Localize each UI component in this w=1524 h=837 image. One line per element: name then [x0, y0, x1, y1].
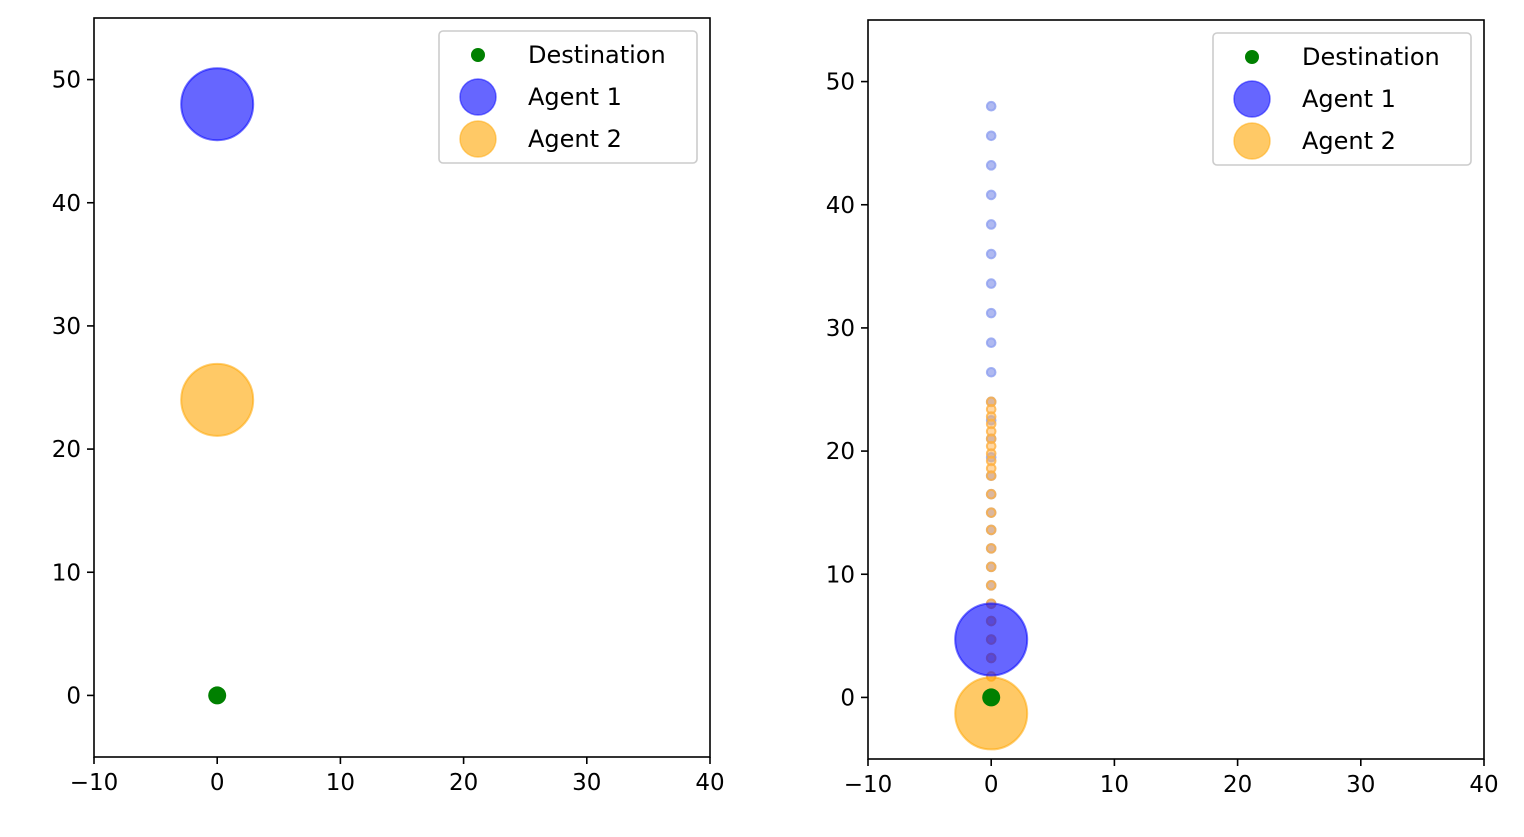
x-tick-label: −10: [70, 770, 119, 796]
legend-marker-agent-1: [459, 78, 497, 116]
legend-label: Agent 1: [1302, 85, 1396, 113]
destination-marker: [208, 686, 227, 705]
legend-label: Destination: [1302, 43, 1440, 71]
trail-point-2: [985, 470, 997, 482]
x-tick-label: 40: [1469, 772, 1498, 798]
y-tick-label: 20: [826, 439, 855, 465]
x-tick-label: −10: [844, 772, 893, 798]
legend-label: Agent 2: [528, 125, 622, 153]
trail-point-1: [985, 219, 997, 230]
y-tick-label: 0: [840, 685, 855, 711]
trail-point-2: [985, 561, 997, 573]
trail-point-1: [985, 189, 997, 201]
x-tick-label: 30: [1346, 772, 1375, 798]
agent-1-marker: [180, 67, 255, 142]
chart-left: −10 0 10 20 30 40 0 10 20 30 40 50 Destination Agent …: [52, 17, 725, 796]
destination-marker: [982, 688, 1001, 707]
y-tick-label: 10: [826, 562, 855, 588]
agent-2-marker: [180, 362, 255, 437]
x-tick-label: 10: [326, 770, 355, 796]
agent-1-marker: [954, 602, 1029, 677]
legend-label: Destination: [528, 41, 666, 69]
trail-point-2: [985, 580, 997, 591]
trail-point-2: [985, 524, 997, 536]
trail-point-1: [985, 278, 997, 289]
y-tick-label: 50: [826, 70, 855, 96]
trail-point-1: [985, 307, 997, 319]
legend-marker-agent-2: [459, 120, 497, 158]
x-tick-label: 0: [210, 770, 225, 796]
trail-point-1: [985, 160, 997, 171]
x-tick-label: 20: [449, 770, 478, 796]
trail-point-2: [985, 507, 997, 518]
trail-point-1: [985, 130, 997, 142]
y-tick-label: 40: [826, 193, 855, 219]
legend-box: [1212, 32, 1472, 166]
y-tick-label: 0: [66, 683, 81, 709]
x-tick-label: 10: [1100, 772, 1129, 798]
legend-marker-agent-2: [1233, 122, 1271, 160]
legend-marker-destination: [471, 48, 485, 62]
y-tick-label: 50: [52, 68, 81, 94]
x-tick-label: 20: [1223, 772, 1252, 798]
trail-point-1: [985, 337, 997, 348]
trail-point-1: [985, 248, 997, 260]
legend-label: Agent 2: [1302, 127, 1396, 155]
y-tick-label: 40: [52, 191, 81, 217]
trail-point-2: [985, 488, 997, 500]
trail-point-2: [985, 543, 997, 554]
y-tick-label: 30: [826, 316, 855, 342]
x-tick-label: 30: [572, 770, 601, 796]
trail-point-1: [985, 100, 997, 112]
y-tick-label: 30: [52, 314, 81, 340]
legend-marker-agent-1: [1233, 80, 1271, 118]
y-tick-label: 20: [52, 437, 81, 463]
trail-point-1: [985, 366, 997, 378]
x-tick-label: 0: [984, 772, 999, 798]
agent-2-marker: [954, 676, 1029, 751]
legend-box: [438, 30, 698, 164]
chart-right: −10 0 10 20 30 40 0 10 20 30 40 50 Destination Agent …: [826, 19, 1499, 798]
legend-marker-destination: [1245, 50, 1259, 64]
legend-label: Agent 1: [528, 83, 622, 111]
y-tick-label: 10: [52, 560, 81, 586]
x-tick-label: 40: [695, 770, 724, 796]
